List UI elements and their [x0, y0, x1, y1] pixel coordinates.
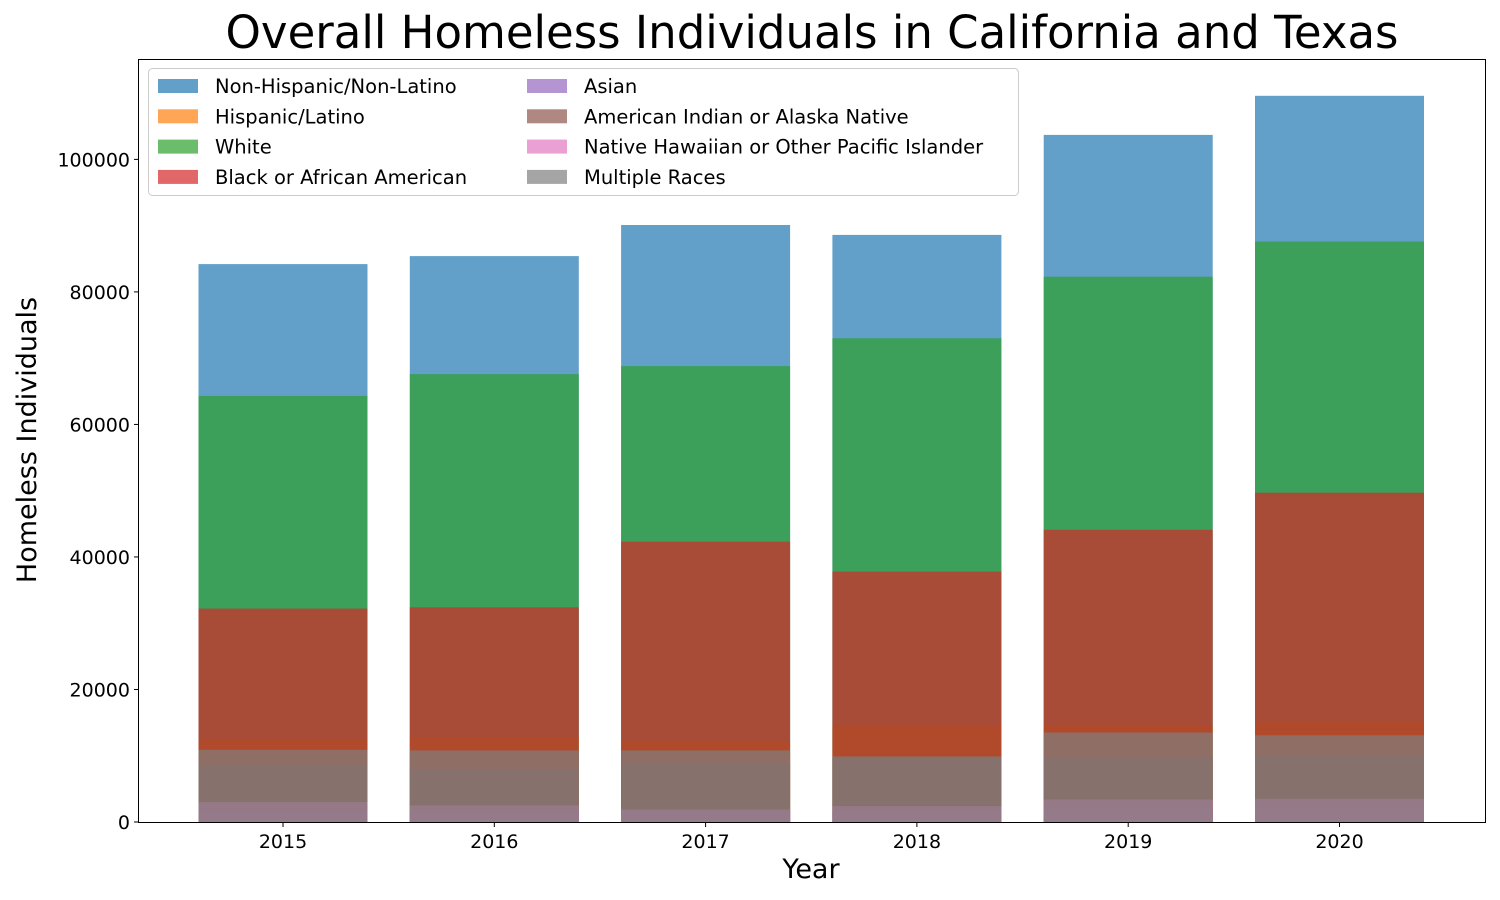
x-axis-label: Year — [781, 854, 840, 885]
bar-multiple-races-2016 — [409, 750, 579, 822]
y-tick-label: 20000 — [70, 679, 130, 701]
bar-multiple-races-2018 — [832, 756, 1002, 822]
y-tick-label: 100000 — [57, 149, 130, 171]
x-tick-label: 2015 — [259, 831, 307, 853]
legend-swatch — [527, 139, 567, 154]
x-tick-label: 2018 — [893, 831, 941, 853]
bars-layer — [198, 95, 1424, 823]
bar-multiple-races-2019 — [1043, 732, 1213, 822]
y-tick-label: 60000 — [70, 414, 130, 436]
legend-swatch — [158, 169, 198, 184]
chart-title: Overall Homeless Individuals in Californ… — [225, 6, 1399, 59]
bar-multiple-races-2017 — [621, 750, 791, 822]
legend-frame — [148, 68, 1019, 196]
legend-label: Multiple Races — [584, 166, 726, 189]
bar-multiple-races-2015 — [198, 749, 368, 822]
x-tick-label: 2020 — [1315, 831, 1363, 853]
legend-label: Non-Hispanic/Non-Latino — [215, 75, 457, 98]
legend-swatch — [527, 169, 567, 184]
legend-label: Asian — [584, 75, 637, 98]
legend-swatch — [527, 79, 567, 93]
x-tick-label: 2017 — [681, 831, 729, 853]
legend-label: American Indian or Alaska Native — [584, 105, 909, 128]
axes-layer: 2015 2016 2017 2018 2019 2020 0 20000 40000 60000… — [57, 149, 1363, 853]
legend-label: Hispanic/Latino — [215, 105, 365, 128]
y-tick-label: 0 — [118, 812, 130, 834]
legend: Non-Hispanic/Non-Latino Hispanic/Latino Wh… — [148, 68, 1019, 196]
legend-label: White — [215, 136, 272, 159]
x-tick-label: 2016 — [470, 831, 518, 853]
y-tick-label: 80000 — [70, 282, 130, 304]
legend-swatch — [158, 79, 198, 93]
x-tick-label: 2019 — [1104, 831, 1152, 853]
bar-multiple-races-2020 — [1255, 735, 1424, 822]
legend-label: Black or African American — [215, 166, 467, 189]
y-axis-label: Homeless Individuals — [12, 297, 43, 583]
legend-swatch — [158, 139, 198, 154]
legend-label: Native Hawaiian or Other Pacific Islande… — [584, 136, 984, 159]
legend-swatch — [158, 109, 198, 124]
plot-frame — [138, 59, 1486, 823]
legend-swatch — [527, 109, 567, 124]
y-tick-label: 40000 — [70, 547, 130, 569]
